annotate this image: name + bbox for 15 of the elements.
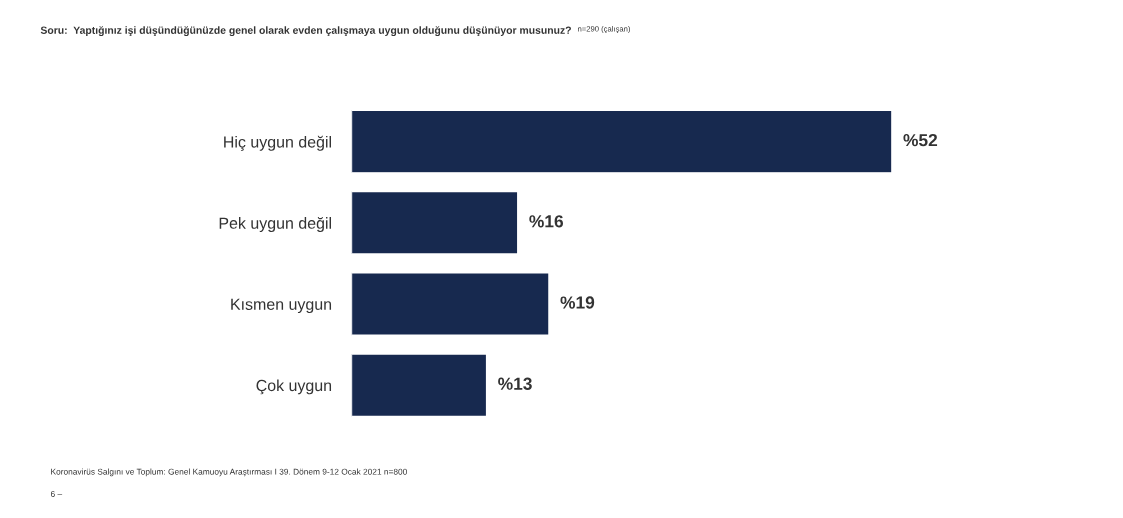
- bar: [351, 190, 519, 255]
- data-label: %19: [560, 296, 595, 309]
- text: Koronavirüs Salgını ve Toplum: Genel Kamuoyu Araştırması I 39. Dönem 9-12 Ocak 2021 n=800: [51, 468, 407, 477]
- data-label: %52: [903, 133, 938, 147]
- bar: [351, 353, 488, 418]
- bar: [351, 272, 550, 336]
- y-tick-label: Pek uygun değil: [219, 216, 331, 233]
- chart-title: Soru: Yaptığınız işi düşündüğünüzde genel olarak evden çalışmaya uygun olduğunu düşünüyor musunuz?: [40, 26, 571, 37]
- text: 6 –: [50, 491, 63, 497]
- data-label: %13: [498, 377, 532, 390]
- y-tick-label: Çok uygun: [256, 379, 332, 395]
- bar: [351, 109, 893, 174]
- data-label: %16: [529, 215, 563, 228]
- y-tick-label: Hiç uygun değil: [224, 135, 331, 151]
- y-tick-label: Kısmen uygun: [231, 298, 332, 314]
